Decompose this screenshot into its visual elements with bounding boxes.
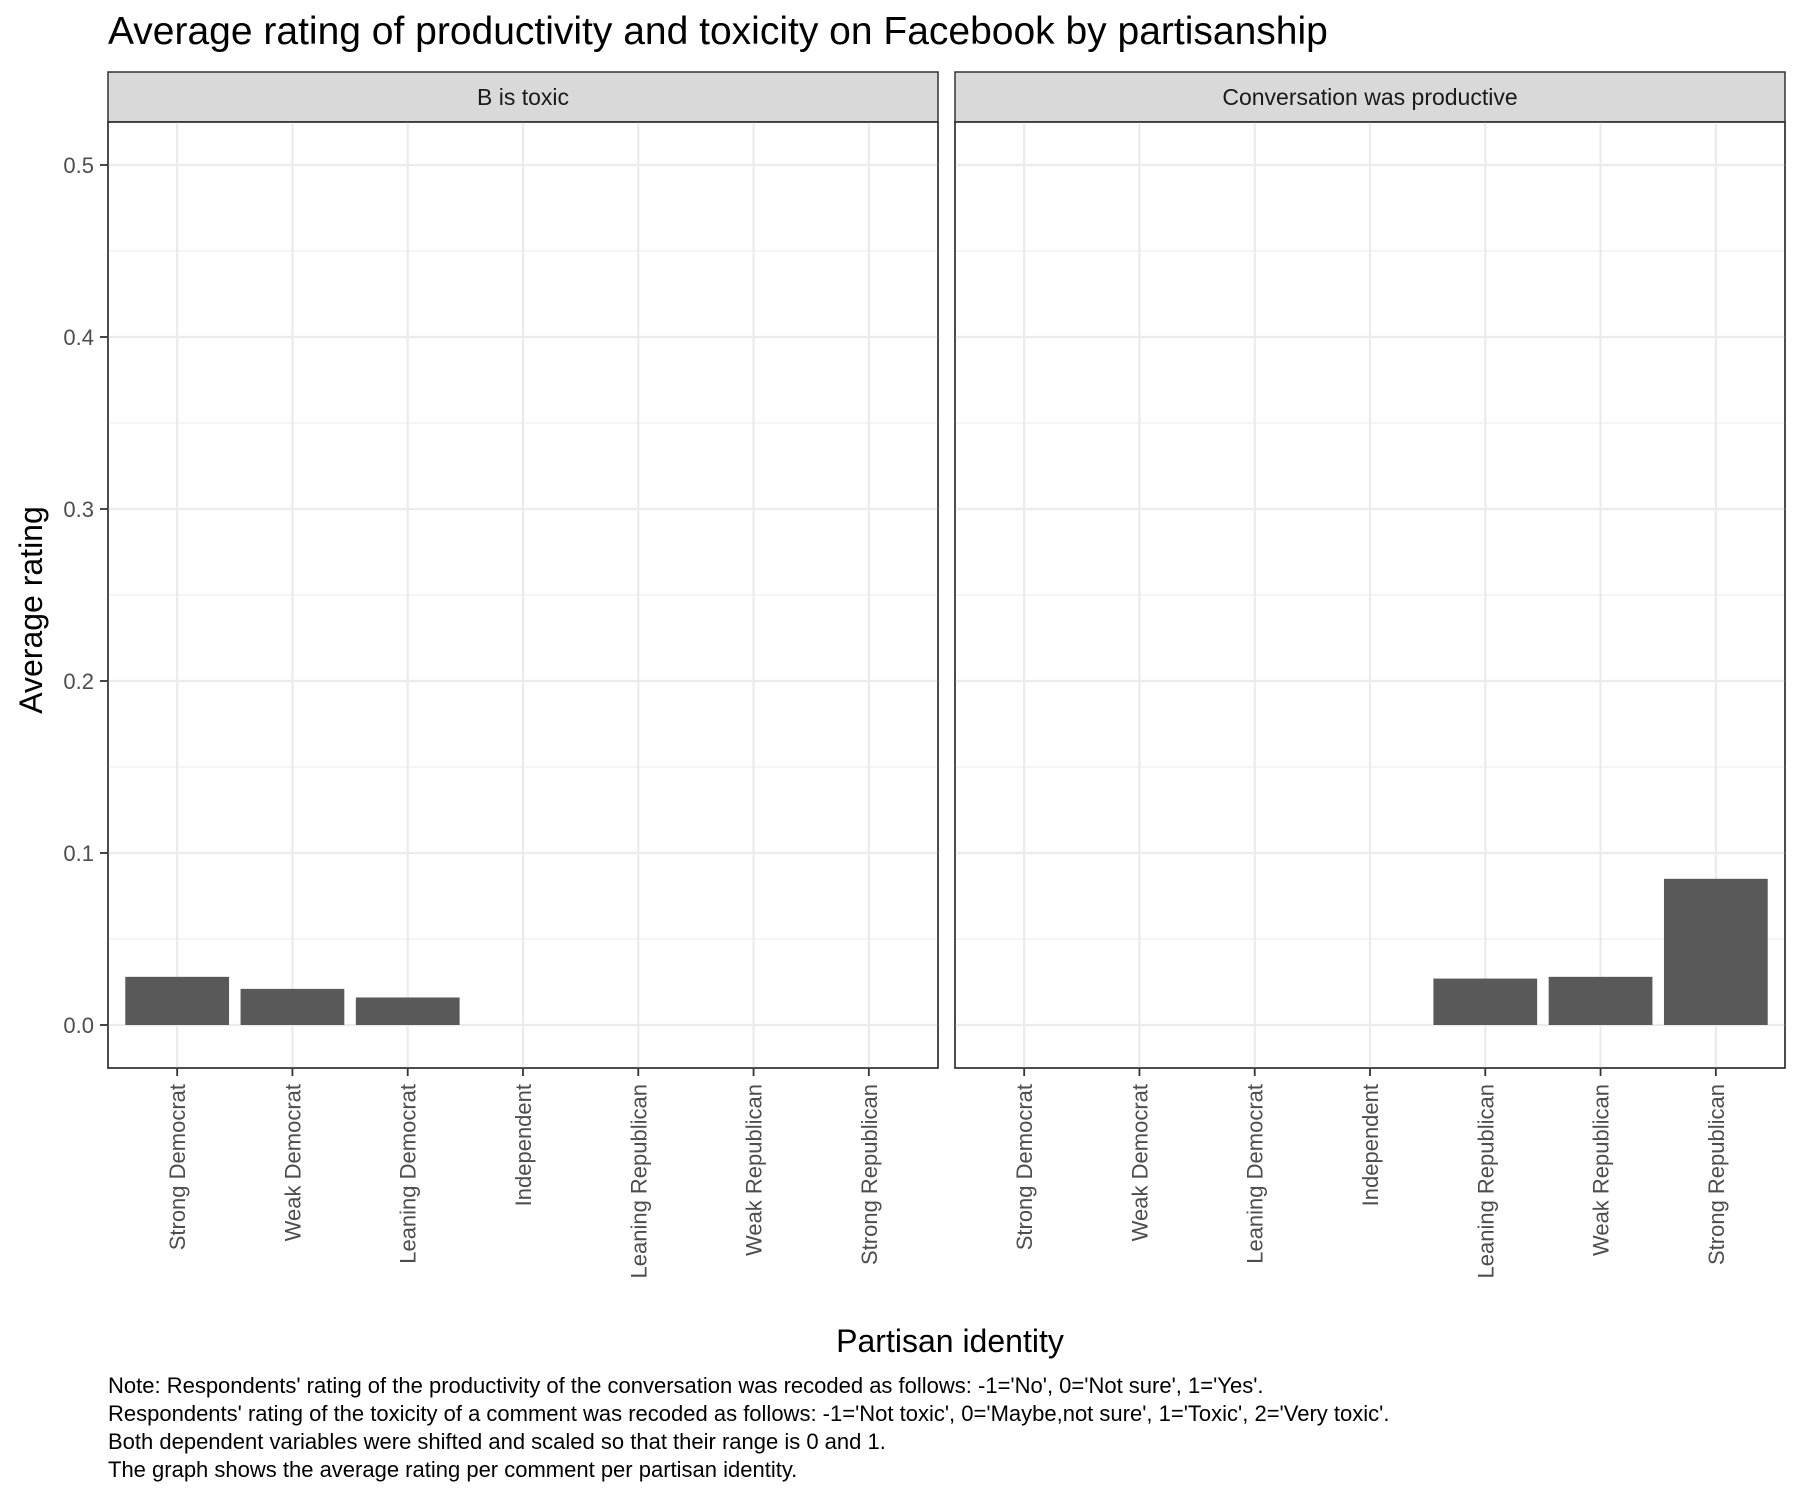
strip-background [107,71,939,123]
chart-note: Note: Respondents' rating of the product… [108,1373,1389,1482]
x-tick-label: Leaning Democrat [396,1084,421,1264]
panel-2: Conversation was productive Strong Democr… [954,71,1786,1279]
note-line: Both dependent variables were shifted an… [108,1429,886,1454]
x-tick-label: Strong Republican [857,1084,882,1265]
x-tick-label: Weak Republican [742,1084,767,1256]
x-tick-label: Weak Republican [1589,1084,1614,1256]
y-tick-label: 0.1 [63,841,94,866]
note-line: Note: Respondents' rating of the product… [108,1373,1264,1398]
bar-leaning-democrat [355,997,460,1025]
bar-leaning-republican [1433,978,1538,1025]
x-tick-label: Independent [1358,1084,1383,1206]
x-tick-label: Leaning Democrat [1243,1084,1268,1264]
x-tick-label: Strong Republican [1704,1084,1729,1265]
x-axis-title: Partisan identity [836,1323,1064,1359]
x-tick-label: Strong Democrat [1012,1084,1037,1250]
y-tick-label: 0.4 [63,325,94,350]
y-tick-label: 0.2 [63,669,94,694]
panel-1: B is toxic Strong Democrat Weak Democrat Le… [63,71,939,1279]
y-tick-label: 0.5 [63,153,94,178]
y-axis-title: Average rating [13,506,49,714]
panels: B is toxic Strong Democrat Weak Democrat Le… [63,71,1786,1279]
strip-label: Conversation was productive [1222,84,1517,110]
x-tick-label: Strong Democrat [165,1084,190,1250]
strip-background [954,71,1786,123]
chart-title: Average rating of productivity and toxic… [108,10,1328,53]
x-tick-label: Leaning Republican [1473,1084,1498,1279]
bar-strong-republican [1663,878,1768,1025]
x-tick-label: Independent [511,1084,536,1206]
x-tick-label: Weak Democrat [280,1084,305,1241]
bar-weak-republican [1548,976,1653,1025]
bar-strong-democrat [125,976,230,1025]
x-tick-label: Weak Democrat [1127,1084,1152,1241]
y-tick-label: 0.3 [63,497,94,522]
note-line: Respondents' rating of the toxicity of a… [108,1401,1389,1426]
strip-label: B is toxic [477,84,569,110]
note-line: The graph shows the average rating per c… [108,1457,797,1482]
y-tick-label: 0.0 [63,1013,94,1038]
x-tick-label: Leaning Republican [626,1084,651,1279]
bar-weak-democrat [240,988,345,1025]
